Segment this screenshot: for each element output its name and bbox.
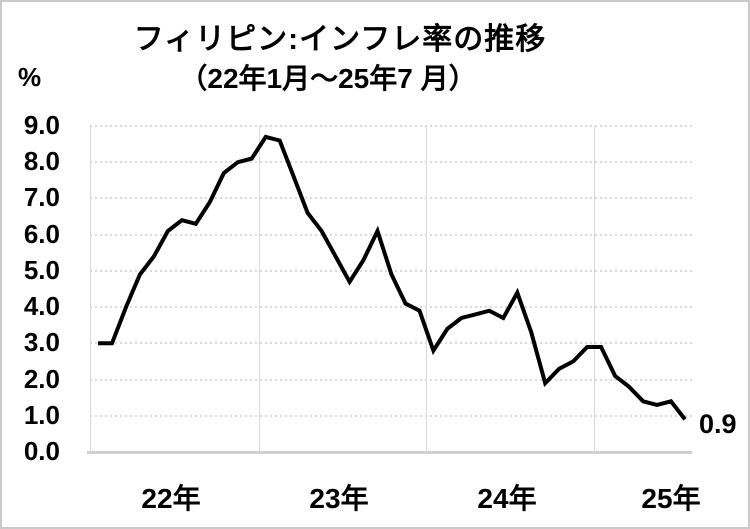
y-tick-label-9.0: 9.0: [23, 110, 60, 140]
y-tick-label-6.0: 6.0: [23, 218, 60, 249]
chart-title: フィリピン:インフレ率の推移: [133, 23, 547, 56]
x-tick-label-25年: 25年: [641, 483, 701, 514]
y-tick-label-1.0: 1.0: [23, 399, 60, 430]
y-tick-label-8.0: 8.0: [23, 146, 60, 177]
x-tick-label-22年: 22年: [141, 483, 201, 514]
gridline-year-2025: [594, 126, 596, 452]
gridline-year-2023: [258, 126, 260, 452]
y-axis-line: [90, 126, 91, 452]
y-tick-label-3.0: 3.0: [23, 327, 60, 358]
gridline-y-1: [90, 414, 692, 417]
x-axis-line: [87, 451, 692, 454]
gridline-y-9: [90, 125, 692, 127]
y-tick-label-0.0: 0.0: [23, 436, 60, 466]
x-tick-label-23年: 23年: [309, 483, 369, 514]
gridline-y-4: [90, 306, 692, 309]
gridline-y-7: [90, 197, 692, 200]
y-tick-label-2.0: 2.0: [23, 363, 60, 394]
y-tick-label-5.0: 5.0: [23, 254, 60, 285]
gridline-y-2: [90, 378, 692, 381]
gridline-y-5: [90, 269, 692, 272]
gridline-y-6: [90, 233, 692, 236]
gridline-year-2024: [426, 126, 428, 452]
plot-area: [90, 125, 692, 452]
last-value-label: 0.9: [699, 409, 737, 439]
gridline-y-3: [90, 342, 692, 345]
y-axis-unit-label: %: [18, 62, 42, 92]
chart-subtitle: （22年1月～25年7 月）: [179, 63, 477, 94]
y-tick-label-4.0: 4.0: [23, 291, 60, 322]
x-tick-label-24年: 24年: [477, 483, 537, 514]
gridline-y-8: [90, 161, 692, 164]
y-tick-label-7.0: 7.0: [23, 182, 60, 213]
